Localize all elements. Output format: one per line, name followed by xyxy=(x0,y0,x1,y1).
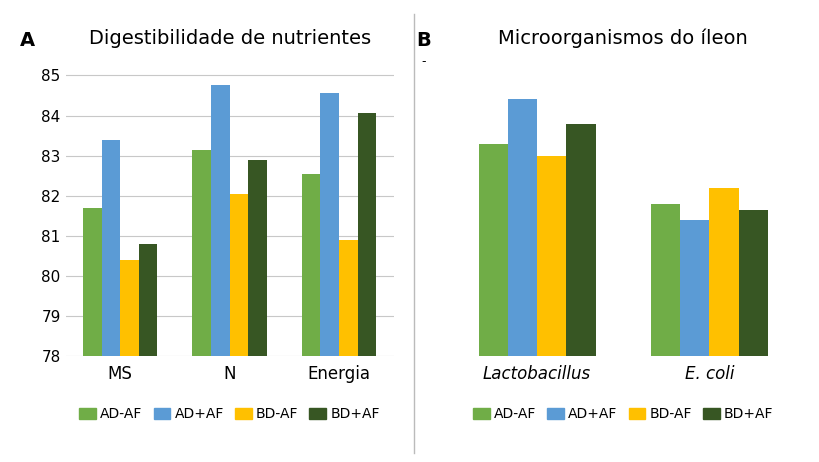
Bar xyxy=(478,144,507,356)
Bar xyxy=(320,93,338,356)
Text: A: A xyxy=(20,31,34,50)
Bar xyxy=(536,156,566,356)
Text: B: B xyxy=(416,31,431,50)
Bar xyxy=(229,194,248,356)
Bar xyxy=(357,114,376,356)
Bar xyxy=(138,243,157,356)
Title: Digestibilidade de nutrientes: Digestibilidade de nutrientes xyxy=(88,29,370,49)
Bar xyxy=(248,159,266,356)
Bar xyxy=(338,240,357,356)
Bar xyxy=(566,123,595,356)
Bar xyxy=(708,188,738,356)
Bar xyxy=(120,260,138,356)
Bar xyxy=(679,219,708,356)
Bar xyxy=(507,99,536,356)
Bar xyxy=(102,140,120,356)
Bar xyxy=(301,174,320,356)
Text: -: - xyxy=(421,55,426,68)
Bar xyxy=(83,207,102,356)
Bar xyxy=(738,210,767,356)
Bar xyxy=(192,150,210,356)
Legend: AD-AF, AD+AF, BD-AF, BD+AF: AD-AF, AD+AF, BD-AF, BD+AF xyxy=(467,402,778,427)
Bar xyxy=(210,85,229,356)
Bar xyxy=(650,204,679,356)
Title: Microorganismos do íleon: Microorganismos do íleon xyxy=(498,29,747,49)
Legend: AD-AF, AD+AF, BD-AF, BD+AF: AD-AF, AD+AF, BD-AF, BD+AF xyxy=(74,402,385,427)
